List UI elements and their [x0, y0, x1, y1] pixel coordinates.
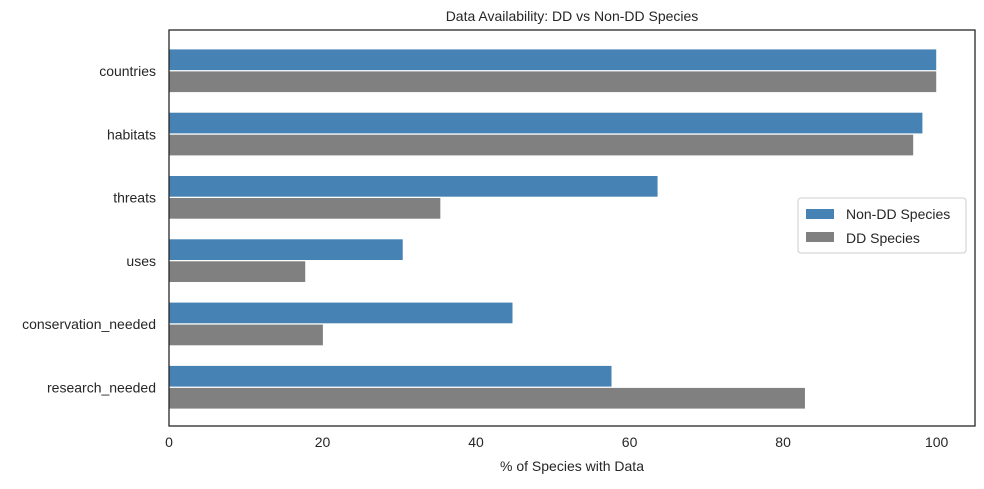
bar-countries-dd	[168, 70, 938, 93]
x-tick-label: 40	[468, 434, 484, 450]
y-tick-label: conservation_needed	[22, 316, 156, 332]
y-tick-label: uses	[126, 253, 156, 269]
x-tick-label: 80	[775, 434, 791, 450]
bar-habitats-non-dd	[168, 111, 924, 135]
bar-threats-non-dd	[168, 175, 659, 198]
bars	[168, 48, 938, 410]
chart-title: Data Availability: DD vs Non-DD Species	[446, 8, 699, 24]
bar-conservation_needed-dd	[168, 323, 324, 347]
y-tick-label: countries	[99, 63, 156, 79]
bar-uses-non-dd	[168, 238, 404, 261]
legend: Non-DD Species DD Species	[797, 197, 967, 254]
bar-countries-non-dd	[168, 48, 938, 71]
legend-swatch-dd	[806, 232, 834, 242]
x-axis-label: % of Species with Data	[500, 458, 644, 474]
x-tick-labels: 0 20 40 60 80 100	[165, 434, 948, 450]
legend-swatch-non-dd	[806, 209, 834, 219]
bar-uses-dd	[168, 260, 307, 283]
legend-box	[797, 197, 967, 254]
y-tick-label: habitats	[107, 126, 156, 142]
x-tick-label: 100	[925, 434, 949, 450]
plot-frame	[168, 29, 976, 427]
legend-label-dd: DD Species	[846, 230, 920, 246]
x-tick-label: 60	[622, 434, 638, 450]
bar-research_needed-dd	[168, 387, 806, 410]
y-tick-labels: countries habitats threats uses conservation…	[22, 63, 156, 396]
bar-conservation_needed-non-dd	[168, 301, 514, 325]
x-tick-label: 0	[165, 434, 173, 450]
bar-habitats-dd	[168, 133, 914, 157]
x-tick-label: 20	[315, 434, 331, 450]
y-tick-label: research_needed	[47, 380, 156, 396]
bar-research_needed-non-dd	[168, 365, 613, 388]
bar-threats-dd	[168, 197, 442, 220]
legend-label-non-dd: Non-DD Species	[846, 206, 950, 222]
y-tick-label: threats	[113, 190, 156, 206]
